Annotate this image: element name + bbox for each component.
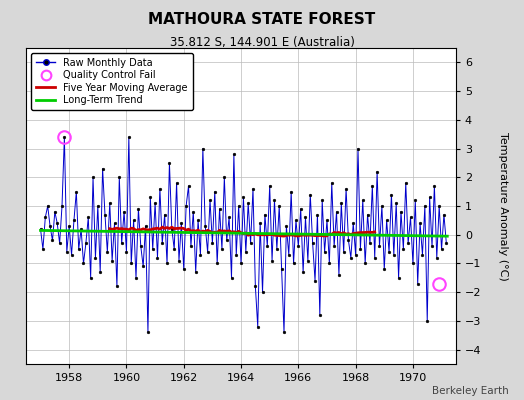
Legend: Raw Monthly Data, Quality Control Fail, Five Year Moving Average, Long-Term Tren: Raw Monthly Data, Quality Control Fail, …: [31, 53, 192, 110]
Text: Berkeley Earth: Berkeley Earth: [432, 386, 508, 396]
Y-axis label: Temperature Anomaly (°C): Temperature Anomaly (°C): [498, 132, 508, 280]
Text: MATHOURA STATE FOREST: MATHOURA STATE FOREST: [148, 12, 376, 27]
Text: 35.812 S, 144.901 E (Australia): 35.812 S, 144.901 E (Australia): [170, 36, 354, 49]
